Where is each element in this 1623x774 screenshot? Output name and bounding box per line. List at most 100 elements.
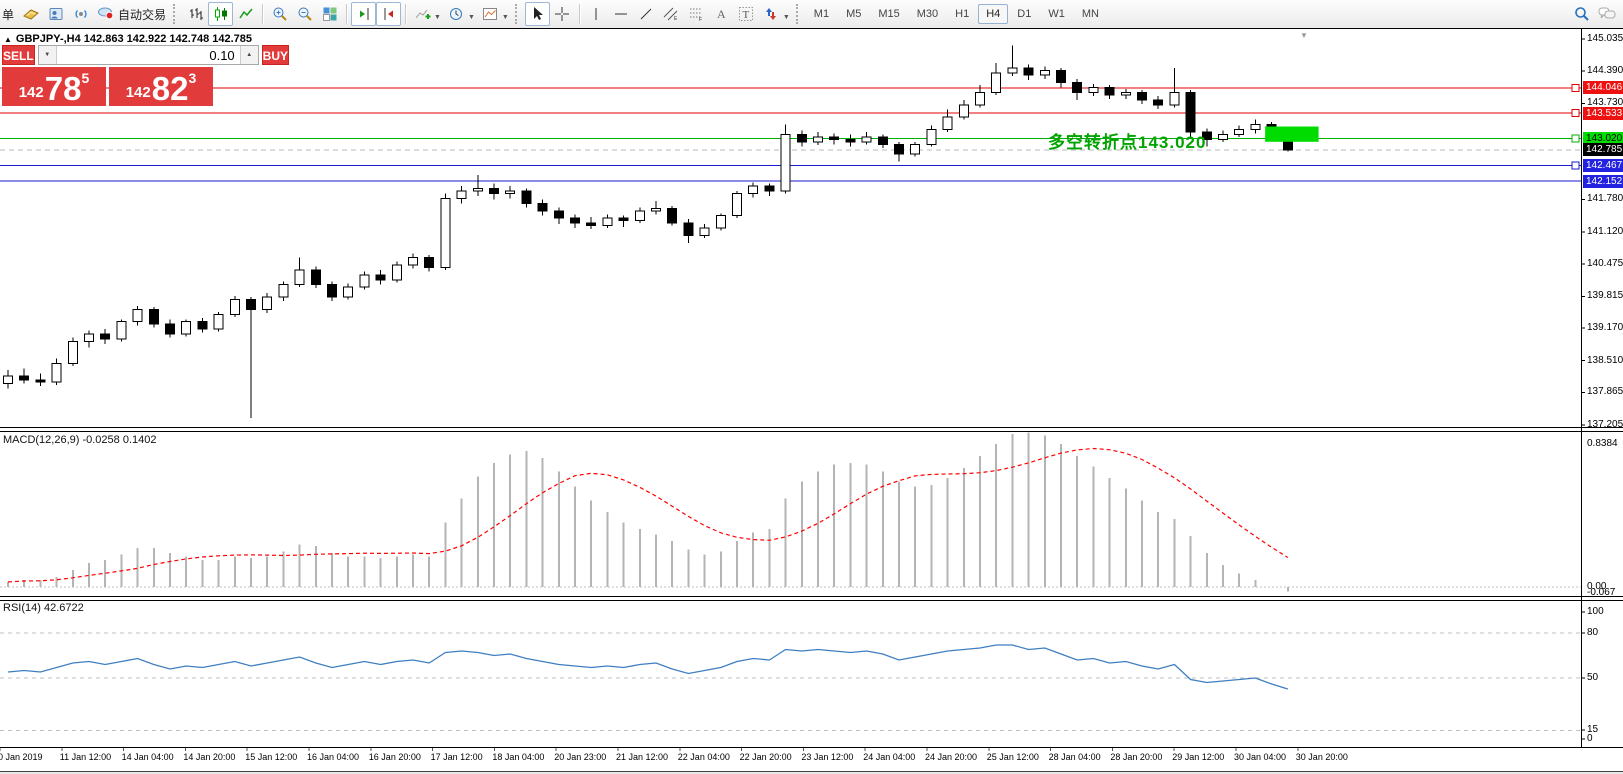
price-tick-label: 143.730 [1587,97,1623,109]
chart-shift-end-icon[interactable] [351,2,377,26]
fibonacci-icon[interactable]: F [684,2,709,26]
window-bottom-strip [0,772,1623,774]
vertical-line-icon[interactable] [584,2,609,26]
date-label: 22 Jan 20:00 [739,752,792,762]
buy-button[interactable]: BUY [261,45,290,65]
cursor-icon[interactable] [524,2,550,26]
indicators-add-icon[interactable] [410,2,435,26]
macd-label: MACD(12,26,9) -0.0258 0.1402 [3,434,157,446]
volume-decrease-button[interactable]: ▼ [38,46,57,64]
bar-chart-icon[interactable] [183,2,208,26]
date-label: 17 Jan 12:00 [430,752,483,762]
sell-price-display[interactable]: 142 78 5 [2,67,106,106]
price-tick-label: 140.475 [1587,257,1623,269]
rsi-axis-label: 50 [1587,672,1599,683]
price-badge: 144.046 [1583,81,1623,95]
macd-axis-label: 0.8384 [1587,438,1618,449]
ohlc-values: 142.863 142.922 142.748 142.785 [83,33,253,45]
price-tick-label: 139.815 [1587,290,1623,302]
buy-price-handle: 142 [125,84,151,101]
date-label: 18 Jan 04:00 [492,752,545,762]
date-label: 16 Jan 04:00 [307,752,360,762]
autotrade-label: 自动交易 [118,7,167,22]
line-chart-icon[interactable] [233,2,258,26]
date-label: 0 Jan 2019 [0,752,43,762]
chart-shift-icon[interactable] [376,2,402,26]
pivot-annotation: 多空转折点143.020 [1048,133,1207,152]
timeframe-m30[interactable]: M30 [916,8,939,20]
new-order-button[interactable]: 单 [2,7,15,22]
date-label: 28 Jan 04:00 [1048,752,1101,762]
signal-icon[interactable] [68,2,93,26]
svg-text:E: E [674,16,678,22]
timeframe-h1[interactable]: H1 [955,8,970,20]
horizontal-line-icon[interactable] [609,2,634,26]
new-order-icon[interactable] [18,2,43,26]
zoom-out-icon[interactable] [292,2,317,26]
profile-icon[interactable] [43,2,68,26]
toolbar-separator [405,4,407,24]
tile-windows-icon[interactable] [317,2,342,26]
timeframe-m5[interactable]: M5 [846,8,862,20]
timeframe-d1[interactable]: D1 [1017,8,1032,20]
autotrade-icon [97,5,115,24]
autotrade-button[interactable]: 自动交易 [93,3,170,25]
timeframe-h4[interactable]: H4 [978,4,1009,24]
price-tick-label: 137.205 [1587,419,1623,430]
sell-price-big: 78 [44,69,82,107]
candlestick-icon[interactable] [208,2,234,26]
buy-price-display[interactable]: 142 82 3 [109,67,213,106]
svg-text:T: T [743,9,750,21]
volume-stepper: ▼ ▲ [37,45,259,65]
volume-increase-button[interactable]: ▲ [239,46,258,64]
macd-axis-label: 0.00 [1587,581,1607,592]
toolbar-separator [262,4,264,24]
price-tick-label: 139.170 [1587,322,1623,334]
equidistant-channel-icon[interactable]: E [659,2,684,26]
templates-icon[interactable] [478,2,503,26]
price-badge: 142.785 [1583,143,1623,157]
toolbar-separator [578,4,580,24]
date-label: 15 Jan 12:00 [245,752,298,762]
price-badge: 142.467 [1583,159,1623,173]
date-label: 16 Jan 20:00 [368,752,421,762]
date-label: 14 Jan 04:00 [121,752,174,762]
text-label-icon[interactable]: T [734,2,759,26]
rsi-axis-label: 80 [1587,627,1599,638]
timeframe-w1[interactable]: W1 [1048,8,1065,20]
date-label: 11 Jan 12:00 [59,752,112,762]
chat-icon[interactable] [1594,2,1619,26]
trendline-icon[interactable] [634,2,659,26]
svg-text:F: F [699,17,702,22]
chart-shift-marker[interactable]: ▼ [1300,31,1308,40]
panel-splitter-macd[interactable] [0,427,1623,432]
price-badge: 143.020 [1583,131,1623,145]
search-icon[interactable] [1569,2,1594,26]
timeframe-m15[interactable]: M15 [878,8,900,20]
date-label: 23 Jan 12:00 [801,752,854,762]
toolbar-grip [795,4,801,24]
timeframe-m1[interactable]: M1 [813,8,830,20]
zoom-in-icon[interactable] [267,2,292,26]
sell-price-pip: 5 [81,70,90,86]
price-badge: 143.533 [1583,106,1623,120]
timeframe-mn[interactable]: MN [1081,8,1099,20]
date-label: 14 Jan 20:00 [183,752,236,762]
arrows-icon[interactable] [759,2,784,26]
price-axis-border [1581,29,1582,747]
date-label: 28 Jan 20:00 [1110,752,1163,762]
volume-input[interactable] [56,46,240,64]
date-label: 29 Jan 12:00 [1172,752,1225,762]
price-badge: 142.152 [1583,174,1623,188]
crosshair-icon[interactable] [550,2,575,26]
price-tick-label: 145.035 [1587,33,1623,44]
text-icon[interactable]: A [709,2,734,26]
collapse-panel-icon[interactable]: ▲ [4,35,12,44]
chart-title: ▲ GBPJPY-,H4 142.863 142.922 142.748 142.… [4,33,252,45]
periods-icon[interactable] [444,2,469,26]
toolbar-grip [173,4,178,24]
panel-splitter-rsi[interactable] [0,596,1623,601]
sell-button[interactable]: SELL [2,45,35,65]
sell-price-handle: 142 [18,84,44,101]
